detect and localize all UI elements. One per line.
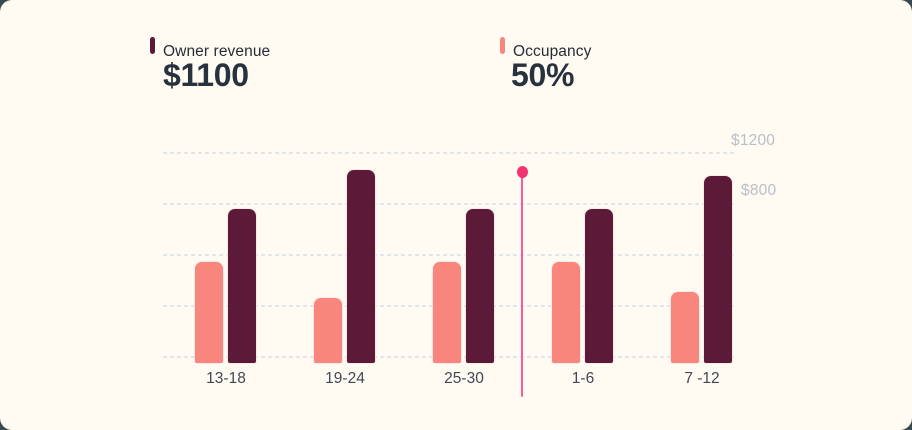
chart-cursor-line[interactable] (521, 173, 523, 397)
legend-occupancy[interactable]: Occupancy (500, 36, 591, 60)
x-axis-label-13-18: 13-18 (206, 370, 246, 387)
occupancy-legend-marker (500, 37, 505, 54)
owner-revenue-legend-label: Owner revenue (163, 43, 271, 60)
y-axis-label-1200: $1200 (731, 132, 776, 149)
bar-occupancy-1-6[interactable] (552, 262, 580, 363)
x-axis-label-25-30: 25-30 (444, 370, 484, 387)
occupancy-value: 50% (511, 57, 575, 93)
bar-occupancy-13-18[interactable] (195, 262, 223, 363)
owner-revenue-value: $1100 (163, 57, 249, 93)
chart-cursor-dot[interactable] (517, 166, 528, 178)
bar-occupancy-25-30[interactable] (433, 262, 461, 363)
gridline (163, 203, 737, 205)
owner-revenue-legend-marker (150, 37, 155, 54)
y-axis-label-800: $800 (741, 182, 777, 199)
occupancy-legend-label: Occupancy (513, 43, 592, 60)
x-axis-label-19-24: 19-24 (325, 370, 365, 387)
legend-owner-revenue[interactable]: Owner revenue (150, 36, 270, 60)
bar-occupancy-19-24[interactable] (314, 298, 342, 363)
bar-owner-revenue-25-30[interactable] (466, 209, 494, 363)
bar-owner-revenue-19-24[interactable] (347, 170, 375, 363)
x-axis-label-7-12: 7 -12 (684, 370, 720, 387)
bar-owner-revenue-13-18[interactable] (228, 209, 256, 363)
bar-owner-revenue-1-6[interactable] (585, 209, 613, 363)
x-axis-label-1-6: 1-6 (571, 370, 595, 387)
bar-occupancy-7-12[interactable] (671, 292, 699, 363)
bar-owner-revenue-7-12[interactable] (704, 176, 732, 363)
gridline (163, 254, 737, 256)
gridline (163, 152, 737, 154)
